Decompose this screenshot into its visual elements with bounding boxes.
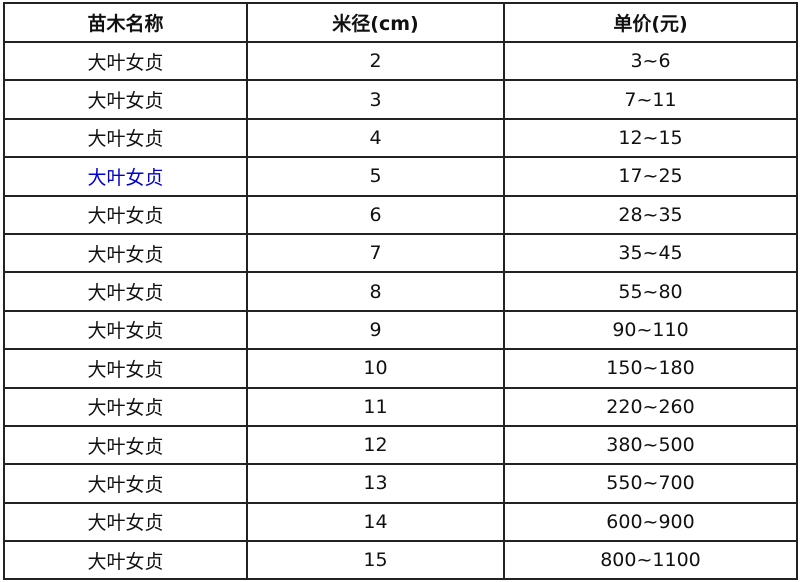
price-table: 苗木名称 米径(cm) 单价(元) 大叶女贞 2 3~6 大叶女贞 3 7~11 大叶女贞 4… — [3, 2, 798, 581]
cell-diameter: 12 — [246, 424, 505, 466]
cell-diameter: 14 — [246, 501, 505, 543]
cell-diameter: 3 — [246, 79, 505, 120]
cell-diameter: 6 — [246, 194, 505, 235]
cell-price: 600~900 — [503, 501, 798, 543]
cell-name: 大叶女贞 — [3, 463, 248, 504]
cell-price: 550~700 — [503, 463, 798, 504]
cell-name: 大叶女贞 — [3, 156, 248, 197]
table-row: 大叶女贞 9 90~110 — [3, 309, 798, 351]
header-row: 苗木名称 米径(cm) 单价(元) — [3, 2, 798, 43]
cell-diameter: 11 — [246, 386, 505, 427]
table-row: 大叶女贞 14 600~900 — [3, 501, 798, 543]
table-row: 大叶女贞 3 7~11 — [3, 79, 798, 120]
cell-name: 大叶女贞 — [3, 501, 248, 543]
cell-name: 大叶女贞 — [3, 424, 248, 466]
cell-name: 大叶女贞 — [3, 79, 248, 120]
cell-price: 800~1100 — [503, 540, 798, 581]
table-row: 大叶女贞 5 17~25 — [3, 156, 798, 197]
cell-diameter: 7 — [246, 232, 505, 274]
cell-diameter: 13 — [246, 463, 505, 504]
header-name: 苗木名称 — [3, 2, 248, 43]
cell-price: 90~110 — [503, 309, 798, 351]
cell-name: 大叶女贞 — [3, 194, 248, 235]
table-row: 大叶女贞 7 35~45 — [3, 232, 798, 274]
cell-name: 大叶女贞 — [3, 117, 248, 159]
cell-price: 3~6 — [503, 40, 798, 82]
cell-price: 17~25 — [503, 156, 798, 197]
table-row: 大叶女贞 2 3~6 — [3, 40, 798, 82]
table-row: 大叶女贞 6 28~35 — [3, 194, 798, 235]
cell-price: 220~260 — [503, 386, 798, 427]
cell-price: 12~15 — [503, 117, 798, 159]
table-row: 大叶女贞 8 55~80 — [3, 271, 798, 312]
table-row: 大叶女贞 12 380~500 — [3, 424, 798, 466]
cell-diameter: 8 — [246, 271, 505, 312]
table-row: 大叶女贞 13 550~700 — [3, 463, 798, 504]
cell-price: 28~35 — [503, 194, 798, 235]
cell-name: 大叶女贞 — [3, 40, 248, 82]
cell-price: 380~500 — [503, 424, 798, 466]
cell-name: 大叶女贞 — [3, 386, 248, 427]
table-row: 大叶女贞 11 220~260 — [3, 386, 798, 427]
table-row: 大叶女贞 15 800~1100 — [3, 540, 798, 581]
cell-price: 7~11 — [503, 79, 798, 120]
table-row: 大叶女贞 4 12~15 — [3, 117, 798, 159]
cell-diameter: 9 — [246, 309, 505, 351]
cell-name: 大叶女贞 — [3, 540, 248, 581]
cell-diameter: 10 — [246, 348, 505, 389]
cell-diameter: 2 — [246, 40, 505, 82]
cell-name: 大叶女贞 — [3, 232, 248, 274]
cell-price: 150~180 — [503, 348, 798, 389]
header-price: 单价(元) — [503, 2, 798, 43]
cell-price: 55~80 — [503, 271, 798, 312]
cell-diameter: 5 — [246, 156, 505, 197]
cell-name: 大叶女贞 — [3, 271, 248, 312]
cell-diameter: 15 — [246, 540, 505, 581]
cell-name: 大叶女贞 — [3, 309, 248, 351]
cell-diameter: 4 — [246, 117, 505, 159]
header-diameter: 米径(cm) — [246, 2, 505, 43]
cell-name: 大叶女贞 — [3, 348, 248, 389]
table-row: 大叶女贞 10 150~180 — [3, 348, 798, 389]
cell-price: 35~45 — [503, 232, 798, 274]
